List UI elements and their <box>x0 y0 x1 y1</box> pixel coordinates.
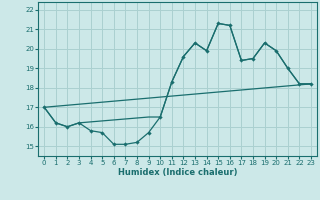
X-axis label: Humidex (Indice chaleur): Humidex (Indice chaleur) <box>118 168 237 177</box>
